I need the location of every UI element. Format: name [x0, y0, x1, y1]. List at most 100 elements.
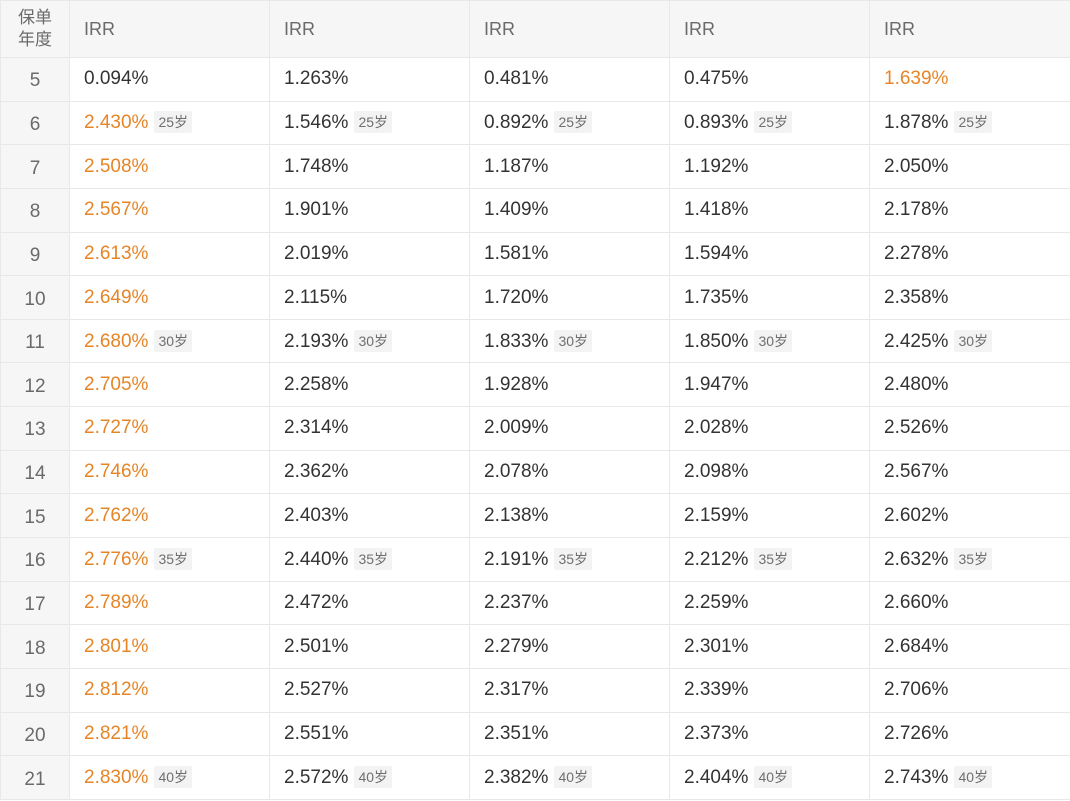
- irr-cell: 2.746%: [69, 449, 270, 495]
- irr-cell: 2.727%: [69, 406, 270, 451]
- irr-cell: 2.440% 35岁: [269, 537, 470, 582]
- age-badge: 25岁: [954, 111, 993, 134]
- irr-cell: 0.892% 25岁: [469, 100, 670, 146]
- irr-value: 1.594%: [684, 242, 749, 264]
- irr-value-highlighted: 2.680%: [84, 330, 149, 352]
- irr-cell: 2.726%: [869, 711, 1070, 757]
- irr-cell: 2.743% 40岁: [869, 755, 1070, 800]
- irr-cell: 2.050%: [869, 144, 1070, 189]
- table-row: 16 2.776% 35岁 2.440% 35岁 2.191% 35岁 2.212% 35岁 2.…: [0, 537, 1070, 582]
- irr-value: 2.501%: [284, 635, 349, 657]
- irr-cell: 2.212% 35岁: [669, 537, 870, 582]
- irr-value: 2.115%: [284, 286, 348, 308]
- irr-value: 2.193%: [284, 330, 349, 352]
- age-badge: 30岁: [954, 329, 993, 352]
- policy-year-cell: 18: [0, 624, 70, 669]
- irr-cell: 0.481%: [469, 57, 670, 102]
- irr-value: 2.191%: [484, 548, 549, 570]
- irr-cell: 2.237%: [469, 580, 670, 626]
- policy-year-cell: 15: [0, 493, 70, 539]
- irr-value: 2.480%: [884, 373, 949, 395]
- irr-cell: 1.263%: [269, 57, 470, 102]
- irr-cell: 2.551%: [269, 711, 470, 757]
- irr-cell: 1.735%: [669, 275, 870, 320]
- table-row: 21 2.830% 40岁 2.572% 40岁 2.382% 40岁 2.404% 40岁 2.…: [0, 755, 1070, 800]
- irr-cell: 2.526%: [869, 406, 1070, 451]
- table-row: 10 2.649% 2.115% 1.720% 1.735% 2.358%: [0, 275, 1070, 320]
- irr-value: 2.726%: [884, 722, 949, 744]
- age-badge: 35岁: [154, 547, 193, 570]
- policy-year-header: 保单 年度: [0, 0, 70, 58]
- table-row: 17 2.789% 2.472% 2.237% 2.259% 2.660%: [0, 580, 1070, 626]
- irr-cell: 2.830% 40岁: [69, 755, 270, 800]
- irr-cell: 2.705%: [69, 362, 270, 408]
- irr-value: 2.314%: [284, 417, 349, 439]
- irr-value: 2.403%: [284, 504, 349, 526]
- irr-cell: 2.115%: [269, 275, 470, 320]
- irr-value: 2.404%: [684, 767, 749, 789]
- irr-value: 2.684%: [884, 635, 949, 657]
- irr-cell: 1.418%: [669, 187, 870, 233]
- irr-value: 2.373%: [684, 722, 749, 744]
- irr-value: 1.409%: [484, 199, 549, 221]
- irr-value: 2.212%: [684, 548, 749, 570]
- irr-cell: 2.649%: [69, 275, 270, 320]
- irr-cell: 2.191% 35岁: [469, 537, 670, 582]
- irr-cell: 1.833% 30岁: [469, 318, 670, 364]
- irr-value-highlighted: 2.801%: [84, 635, 149, 657]
- irr-cell: 2.480%: [869, 362, 1070, 408]
- age-badge: 25岁: [754, 111, 793, 134]
- irr-cell: 2.684%: [869, 624, 1070, 669]
- irr-value: 1.901%: [284, 199, 349, 221]
- irr-cell: 2.425% 30岁: [869, 318, 1070, 364]
- irr-value: 1.850%: [684, 330, 749, 352]
- irr-value: 2.019%: [284, 242, 349, 264]
- policy-year-cell: 7: [0, 144, 70, 189]
- table-row: 11 2.680% 30岁 2.193% 30岁 1.833% 30岁 1.850% 30岁 2.…: [0, 318, 1070, 364]
- irr-cell: 2.317%: [469, 667, 670, 713]
- policy-year-cell: 16: [0, 537, 70, 582]
- irr-cell: 2.812%: [69, 667, 270, 713]
- irr-value: 2.028%: [684, 417, 749, 439]
- irr-value: 2.237%: [484, 592, 549, 613]
- irr-value-highlighted: 2.830%: [84, 767, 149, 789]
- irr-cell: 0.094%: [69, 57, 270, 102]
- irr-value: 2.317%: [484, 679, 549, 701]
- irr-value: 1.947%: [684, 373, 749, 395]
- irr-cell: 2.762%: [69, 493, 270, 539]
- irr-value: 1.878%: [884, 112, 949, 134]
- age-badge: 35岁: [554, 547, 593, 570]
- table-row: 14 2.746% 2.362% 2.078% 2.098% 2.567%: [0, 449, 1070, 495]
- irr-value: 1.581%: [484, 242, 549, 264]
- irr-cell: 2.472%: [269, 580, 470, 626]
- irr-value-highlighted: 2.649%: [84, 286, 149, 308]
- age-badge: 30岁: [154, 329, 193, 352]
- age-badge: 35岁: [354, 547, 393, 570]
- policy-year-cell: 13: [0, 406, 70, 451]
- irr-value-highlighted: 2.567%: [84, 199, 149, 221]
- irr-value-highlighted: 2.821%: [84, 722, 149, 744]
- irr-cell: 2.567%: [869, 449, 1070, 495]
- irr-value: 2.098%: [684, 461, 749, 483]
- table-row: 19 2.812% 2.527% 2.317% 2.339% 2.706%: [0, 667, 1070, 713]
- irr-cell: 1.878% 25岁: [869, 100, 1070, 146]
- irr-value: 1.928%: [484, 373, 549, 395]
- table-row: 8 2.567% 1.901% 1.409% 1.418% 2.178%: [0, 187, 1070, 233]
- irr-value: 2.632%: [884, 548, 949, 570]
- irr-value-highlighted: 2.705%: [84, 373, 149, 395]
- policy-year-cell: 12: [0, 362, 70, 408]
- irr-value: 0.094%: [84, 68, 149, 90]
- irr-value: 1.833%: [484, 330, 549, 352]
- irr-cell: 2.501%: [269, 624, 470, 669]
- irr-value: 2.602%: [884, 504, 949, 526]
- irr-cell: 2.259%: [669, 580, 870, 626]
- irr-cell: 2.009%: [469, 406, 670, 451]
- irr-cell: 2.776% 35岁: [69, 537, 270, 582]
- age-badge: 40岁: [354, 766, 393, 789]
- table-row: 7 2.508% 1.748% 1.187% 1.192% 2.050%: [0, 144, 1070, 189]
- age-badge: 30岁: [354, 329, 393, 352]
- irr-cell: 2.178%: [869, 187, 1070, 233]
- irr-cell: 2.278%: [869, 231, 1070, 277]
- irr-cell: 2.301%: [669, 624, 870, 669]
- policy-year-cell: 9: [0, 231, 70, 277]
